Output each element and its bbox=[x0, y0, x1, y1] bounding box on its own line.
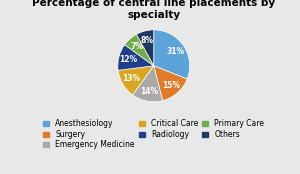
Text: 31%: 31% bbox=[166, 47, 184, 56]
Text: 13%: 13% bbox=[122, 74, 140, 84]
Wedge shape bbox=[125, 34, 154, 66]
Wedge shape bbox=[154, 30, 190, 79]
Text: 15%: 15% bbox=[162, 81, 180, 90]
Wedge shape bbox=[118, 66, 154, 95]
Text: 8%: 8% bbox=[141, 36, 154, 45]
Wedge shape bbox=[136, 30, 154, 66]
Wedge shape bbox=[154, 66, 187, 101]
Text: 12%: 12% bbox=[120, 55, 138, 64]
Text: 14%: 14% bbox=[140, 87, 158, 96]
Title: Percentage of central line placements by
specialty: Percentage of central line placements by… bbox=[32, 0, 275, 20]
Text: 7%: 7% bbox=[130, 42, 143, 51]
Wedge shape bbox=[133, 66, 163, 102]
Legend: Anesthesiology, Surgery, Emergency Medicine, Critical Care, Radiology, Primary C: Anesthesiology, Surgery, Emergency Medic… bbox=[42, 119, 265, 150]
Wedge shape bbox=[118, 45, 154, 70]
